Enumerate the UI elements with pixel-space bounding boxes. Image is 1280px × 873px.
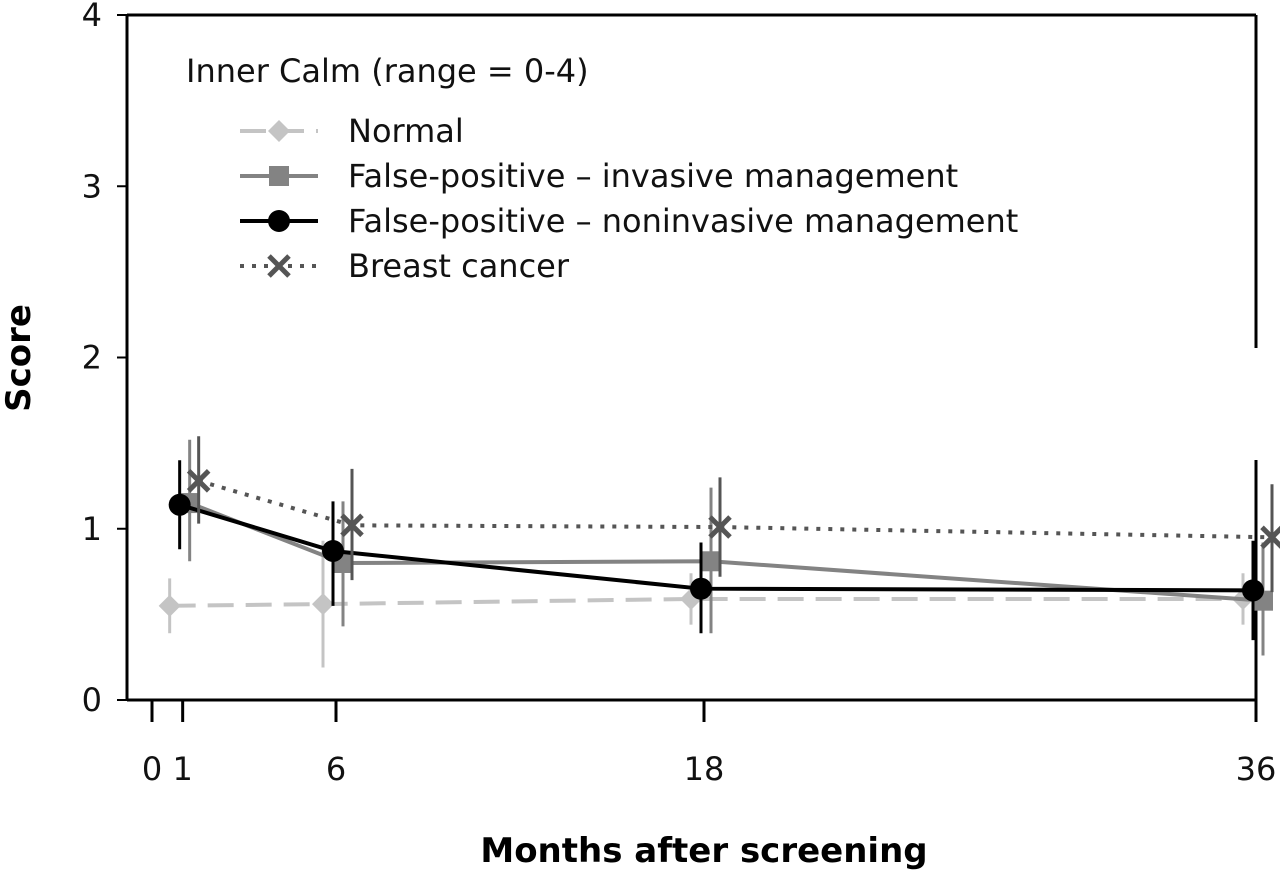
y-tick-label: 4 [82,0,102,34]
series-line [179,502,1254,593]
legend-label: False-positive – invasive management [348,157,958,195]
legend-label: Breast cancer [348,247,570,285]
data-point [708,515,732,539]
data-point [168,493,191,516]
legend: Inner Calm (range = 0-4) Normal False-posi… [186,52,1018,285]
legend-swatch-marker [268,210,290,232]
x-tick-label: 18 [684,750,725,788]
y-tick-label: 1 [82,510,102,548]
y-tick-label: 0 [82,681,102,719]
x-tick-label: 0 [142,750,162,788]
series-line [188,501,1264,603]
x-tick-label: 1 [172,750,192,788]
data-point [701,551,721,572]
data-point [1260,525,1280,550]
data-point [340,513,364,538]
legend-swatch-marker [267,254,291,278]
y-tick-label: 3 [82,167,102,205]
x-marker-stroke [708,515,732,539]
x-marker-stroke [186,469,211,493]
legend-item: False-positive – invasive management [240,157,958,195]
legend-swatch-marker [269,166,289,186]
x-tick-label: 36 [1236,750,1277,788]
legend-label: False-positive – noninvasive management [348,202,1018,240]
data-point [158,594,181,617]
series-2 [179,439,1273,656]
legend-title: Inner Calm (range = 0-4) [186,52,589,90]
y-tick-label: 2 [82,339,102,377]
data-point [1242,579,1264,602]
x-marker-stroke [267,254,291,278]
legend-item: Breast cancer [240,247,570,285]
legend-item: Normal [240,112,464,150]
data-point [186,469,211,493]
x-tick-label: 6 [326,750,346,788]
legend-label: Normal [348,112,464,150]
series-4 [186,436,1280,593]
series-layer [158,436,1280,668]
x-axis-title: Months after screening [480,831,927,871]
data-point [322,540,344,563]
series-line [169,596,1243,608]
legend-item: False-positive – noninvasive management [240,202,1018,240]
data-point [312,593,334,616]
legend-swatch-marker [268,120,290,142]
series-3 [168,460,1264,641]
series-line [198,478,1273,540]
y-axis-title: Score [0,304,39,412]
data-point [690,577,712,600]
x-marker-stroke [340,513,364,538]
x-marker-stroke [1260,525,1280,550]
